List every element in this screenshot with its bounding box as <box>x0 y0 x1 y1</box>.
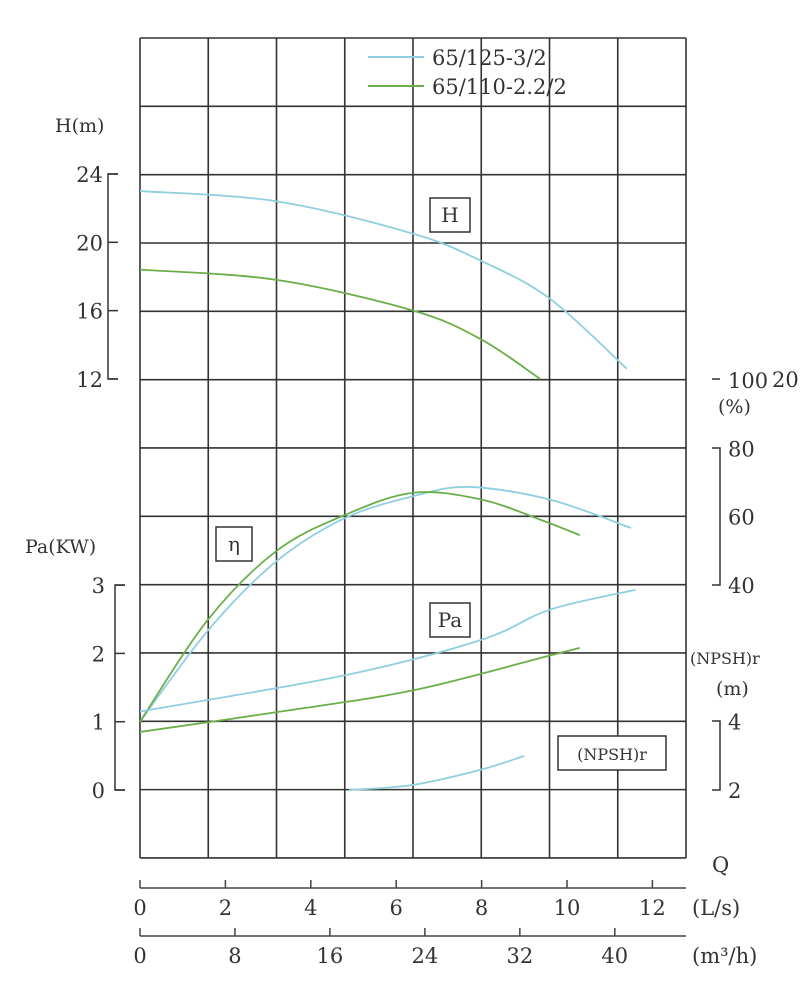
x-m3h-tick-label: 32 <box>506 944 533 968</box>
x-ls-tick-label: 4 <box>304 896 317 920</box>
x-axis-ls-label: (L/s) <box>692 896 740 920</box>
series-npsh-65-125-3-2 <box>349 754 525 791</box>
npsh-axis-unit: (m) <box>716 678 749 700</box>
x-m3h-tick-label: 40 <box>601 944 628 968</box>
x-ls-tick-label: 0 <box>133 896 146 920</box>
curve-label-npsh: (NPSH)r <box>577 745 647 764</box>
series-h-65-125-3-2 <box>139 190 628 370</box>
curve-label-h: H <box>441 203 458 227</box>
eta-stray-label: 20 <box>772 368 799 392</box>
pa-axis-label: Pa(KW) <box>25 536 96 558</box>
legend-label: 65/110-2.2/2 <box>432 75 567 99</box>
curve-label-box-eta <box>215 526 253 562</box>
curve-label-box-npsh <box>557 735 667 771</box>
h-tick-label: 16 <box>76 300 103 324</box>
x-m3h-tick-label: 16 <box>317 944 344 968</box>
x-ls-tick-label: 2 <box>219 896 232 920</box>
x-ls-tick-label: 10 <box>554 896 581 920</box>
pa-tick-label: 3 <box>92 574 105 598</box>
legend-label: 65/125-3/2 <box>432 46 547 70</box>
eta-tick-label: 80 <box>728 437 755 461</box>
series-pa-65-125-3-2 <box>139 589 636 713</box>
npsh-tick-label: 4 <box>728 711 741 735</box>
q-label: Q <box>712 853 729 877</box>
curve-label-box-pa <box>429 602 471 638</box>
pa-tick-label: 2 <box>92 642 105 666</box>
eta-axis-label: (%) <box>718 396 751 418</box>
h-axis-label: H(m) <box>55 115 104 137</box>
x-ls-tick-label: 12 <box>639 896 666 920</box>
series-pa-65-110-2-2-2 <box>139 647 581 733</box>
series-eta-65-110-2-2-2 <box>139 491 581 723</box>
x-m3h-tick-label: 8 <box>228 944 241 968</box>
pa-tick-label: 1 <box>92 711 105 735</box>
x-m3h-tick-label: 24 <box>412 944 439 968</box>
x-axis-m3h-label: (m³/h) <box>692 944 757 968</box>
npsh-axis-label: (NPSH)r <box>690 649 760 668</box>
h-tick-label: 12 <box>76 368 103 392</box>
h-tick-label: 24 <box>76 163 103 187</box>
h-axis-line <box>107 173 118 380</box>
pa-tick-label: 0 <box>92 779 105 803</box>
eta-tick-label: 100 <box>728 369 768 393</box>
x-m3h-tick-label: 0 <box>133 944 146 968</box>
npsh-tick-label: 2 <box>728 779 741 803</box>
series-h-65-110-2-2-2 <box>139 268 541 380</box>
series-eta-65-125-3-2 <box>139 486 632 723</box>
eta-tick-label: 40 <box>728 574 755 598</box>
h-tick-label: 20 <box>76 231 103 255</box>
x-ls-tick-label: 8 <box>475 896 488 920</box>
curve-label-eta: η <box>228 532 240 556</box>
x-ls-tick-label: 6 <box>390 896 403 920</box>
pa-axis-line <box>114 584 125 791</box>
npsh-axis-line <box>712 720 721 791</box>
curve-label-box-h <box>429 197 471 233</box>
curve-label-pa: Pa <box>438 608 463 632</box>
eta-tick-label: 60 <box>728 506 755 530</box>
eta-axis-line <box>712 447 721 586</box>
